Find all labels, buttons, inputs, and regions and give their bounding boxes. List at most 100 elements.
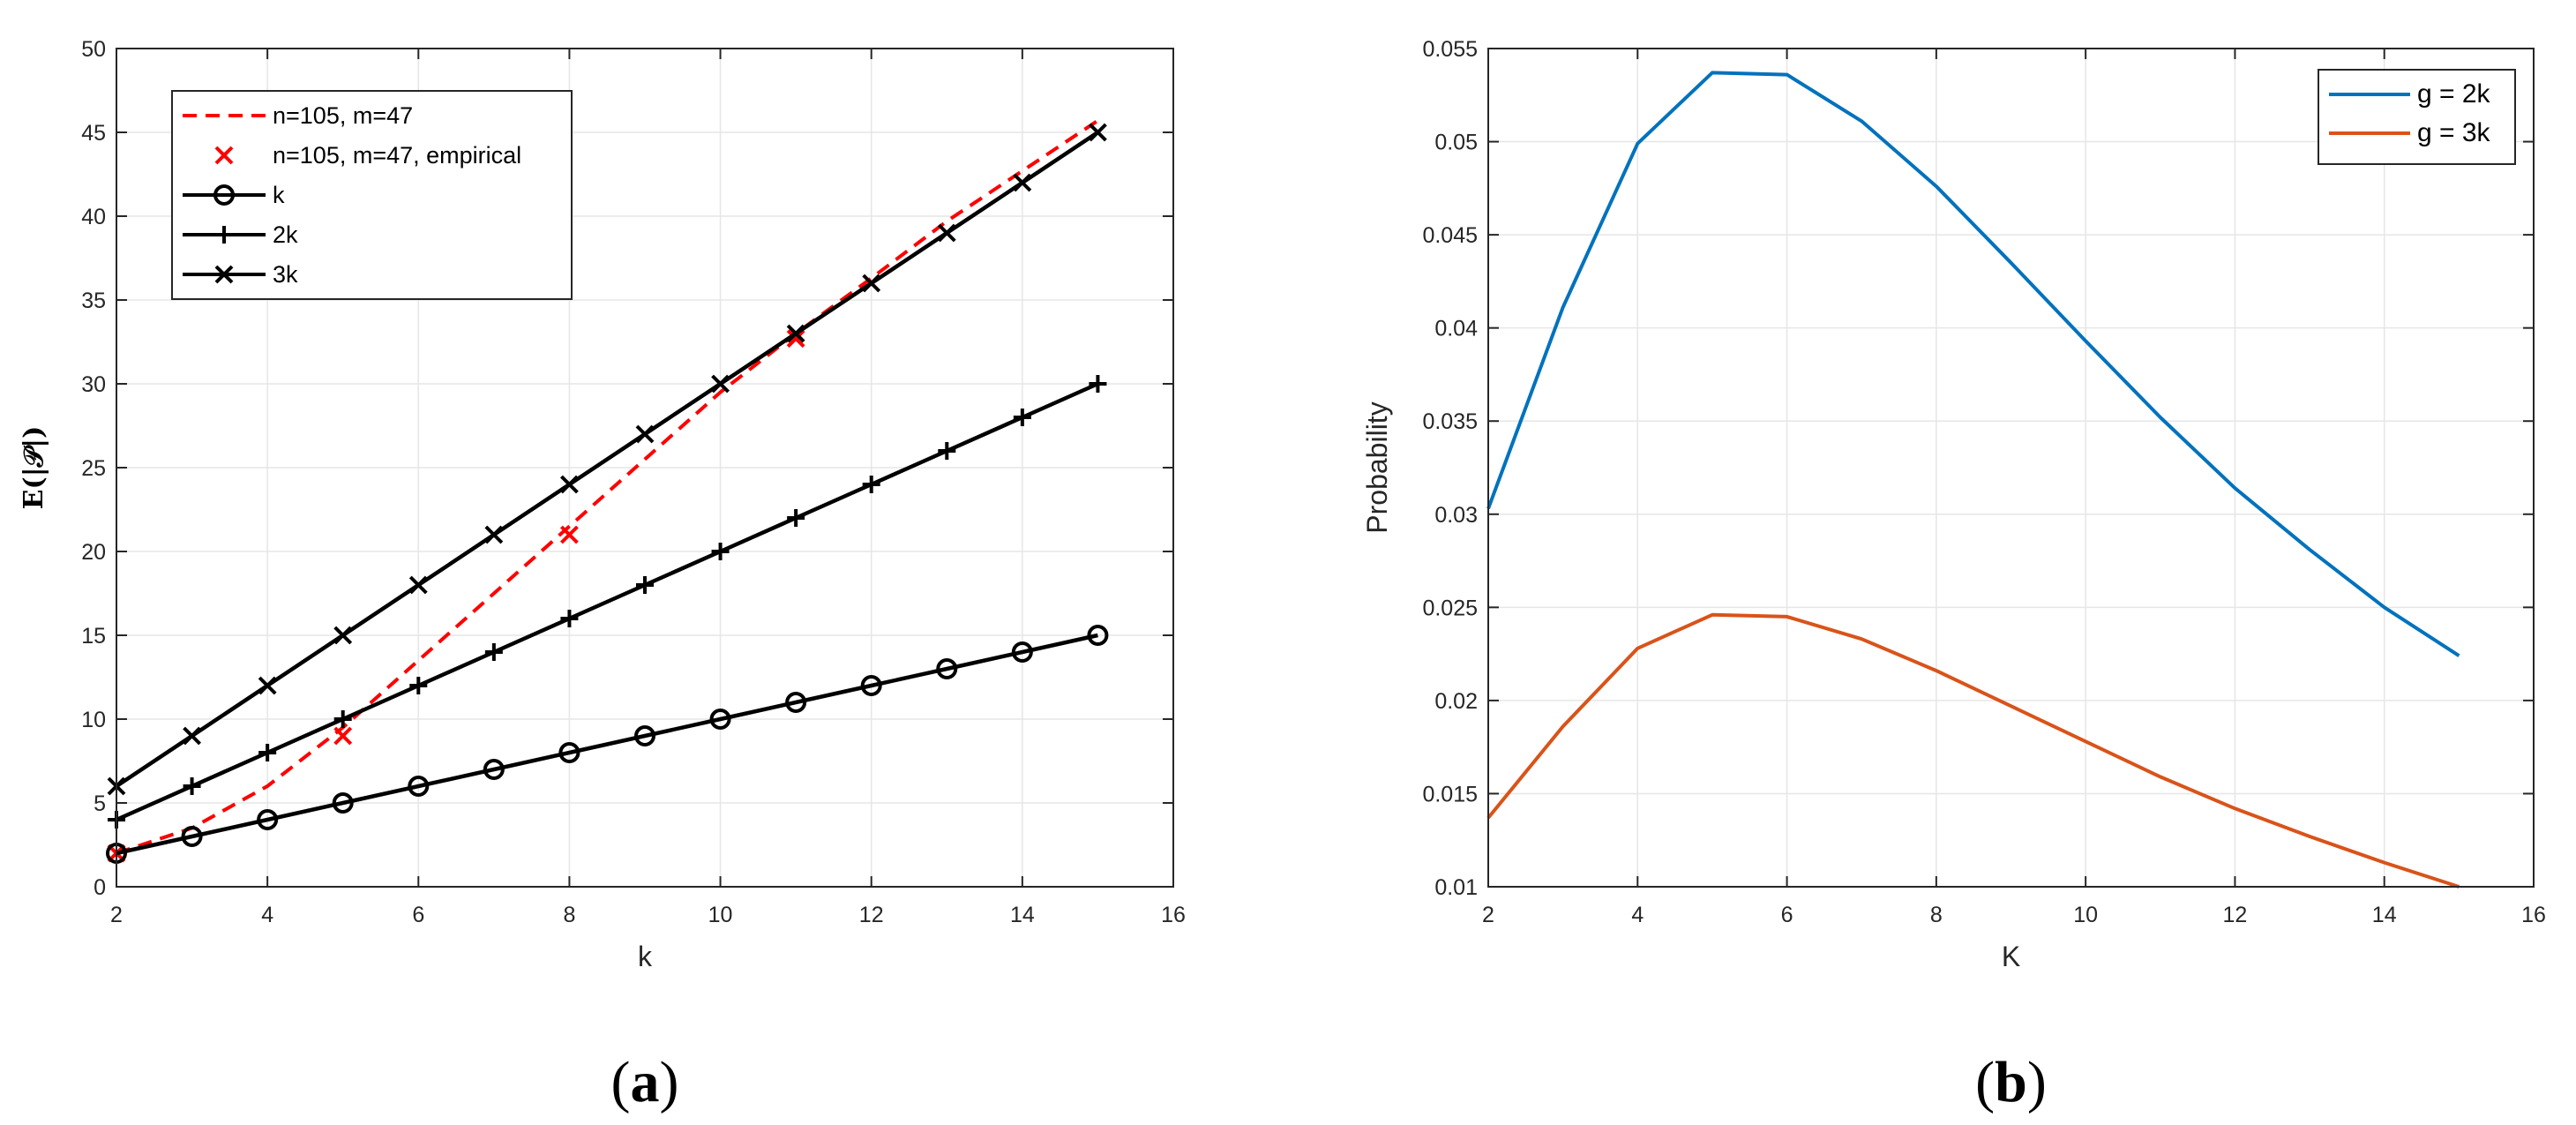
data-point bbox=[483, 759, 505, 780]
data-point bbox=[257, 809, 279, 830]
x-tick-label: 14 bbox=[1010, 903, 1035, 927]
data-point bbox=[937, 223, 956, 243]
y-tick-label: 0.015 bbox=[1422, 782, 1478, 806]
x-tick-label: 16 bbox=[1161, 903, 1186, 927]
cross-b bbox=[560, 525, 579, 544]
legend-label: n=105, m=47, empirical bbox=[273, 142, 521, 169]
data-point bbox=[560, 610, 579, 627]
data-point bbox=[484, 525, 504, 544]
y-axis: 0.01 0.015 0.02 0.025 0.03 0.035 0.04 0.045 0.05… bbox=[1422, 37, 2534, 900]
x-tick-label: 6 bbox=[412, 903, 424, 927]
x-tick-label: 8 bbox=[563, 903, 575, 927]
legend-marker bbox=[215, 226, 233, 244]
data-point bbox=[183, 777, 201, 795]
x-axis-label: k bbox=[638, 941, 653, 972]
data-point bbox=[408, 575, 428, 595]
data-point bbox=[787, 509, 805, 527]
y-tick-label: 0.035 bbox=[1422, 409, 1478, 434]
data-point bbox=[181, 826, 203, 847]
x-tick-label: 10 bbox=[2073, 903, 2098, 927]
data-point bbox=[258, 744, 277, 761]
data-point bbox=[183, 726, 201, 746]
y-tick-label: 0.05 bbox=[1434, 131, 1478, 155]
series-n-105-m-47 bbox=[116, 119, 1099, 855]
series-line bbox=[116, 633, 1098, 856]
legend-marker bbox=[214, 265, 234, 284]
x-tick-label: 12 bbox=[859, 903, 884, 927]
y-tick-label: 0.01 bbox=[1434, 875, 1478, 900]
cross-b bbox=[1089, 123, 1107, 142]
y-axis: 0 5 10 15 20 25 30 35 40 45 50 bbox=[81, 37, 1173, 900]
data-point bbox=[558, 742, 580, 763]
data-point bbox=[409, 677, 428, 694]
x-tick-label: 6 bbox=[1781, 903, 1793, 927]
cross-b bbox=[333, 726, 353, 746]
axes-box bbox=[1487, 48, 2535, 888]
data-point bbox=[1013, 173, 1032, 192]
y-tick-label: 5 bbox=[94, 791, 106, 816]
y-tick-label: 50 bbox=[81, 37, 106, 62]
legend-label: 3k bbox=[273, 261, 298, 288]
legend: g = 2k g = 3k bbox=[2318, 69, 2516, 165]
legend-label: n=105, m=47 bbox=[273, 102, 413, 129]
data-point bbox=[1013, 409, 1031, 426]
data-point bbox=[786, 324, 805, 343]
data-point bbox=[408, 776, 430, 797]
plot-area bbox=[1488, 49, 2534, 887]
y-tick-label: 0.02 bbox=[1434, 689, 1478, 714]
y-tick-label: 40 bbox=[81, 205, 106, 229]
panel-b: 2 4 6 8 10 12 14 160.010.0150.020.0250.030.0350… bbox=[1361, 37, 2546, 1114]
data-point bbox=[258, 676, 277, 695]
cross-b bbox=[484, 525, 504, 544]
series-3k bbox=[107, 123, 1107, 796]
y-tick-label: 30 bbox=[81, 372, 106, 397]
data-point bbox=[333, 626, 353, 645]
panel-caption: (b) bbox=[1975, 1050, 2047, 1114]
data-point bbox=[1011, 641, 1033, 663]
x-tick-label: 8 bbox=[1930, 903, 1943, 927]
data-point bbox=[634, 725, 655, 746]
cross-b bbox=[711, 374, 730, 394]
x-tick-label: 16 bbox=[2521, 903, 2546, 927]
y-axis-label: Probability bbox=[1361, 401, 1393, 533]
y-tick-label: 0.03 bbox=[1434, 503, 1478, 528]
cross-b bbox=[560, 475, 579, 494]
data-point bbox=[1089, 123, 1107, 142]
x-tick-label: 14 bbox=[2372, 903, 2397, 927]
series-line bbox=[1486, 71, 2460, 657]
x-axis: 2 4 6 8 10 12 14 16 bbox=[110, 49, 1186, 927]
data-point bbox=[332, 792, 354, 814]
legend-item: g = 3k bbox=[2329, 118, 2491, 147]
data-point bbox=[333, 710, 352, 728]
data-point bbox=[786, 329, 805, 349]
series-g-2k bbox=[1486, 71, 2460, 657]
x-axis-label: K bbox=[2002, 941, 2020, 972]
cross-b bbox=[1013, 173, 1032, 192]
series-2k bbox=[108, 375, 1107, 829]
series-line bbox=[116, 119, 1099, 855]
y-tick-label: 25 bbox=[81, 456, 106, 481]
x-tick-label: 2 bbox=[1482, 903, 1494, 927]
legend: n=105, m=47 n=105, m=47, empirical k 2k 3k bbox=[171, 90, 573, 300]
data-point bbox=[862, 476, 880, 493]
y-tick-label: 45 bbox=[81, 121, 106, 146]
cross-b bbox=[333, 626, 353, 645]
legend-label: 2k bbox=[273, 221, 298, 248]
data-point bbox=[936, 658, 958, 679]
x-tick-label: 10 bbox=[708, 903, 733, 927]
data-point bbox=[785, 692, 807, 713]
cross-b bbox=[183, 726, 201, 746]
panel-a: 2 4 6 8 10 12 14 16 0 5 10 15 20 25 30 35 40 45 50 k E(|𝒫|) n… bbox=[19, 37, 1186, 1114]
x-tick-label: 4 bbox=[261, 903, 273, 927]
data-point bbox=[1089, 375, 1107, 393]
legend-box bbox=[2318, 69, 2516, 165]
data-point bbox=[711, 374, 730, 394]
cross-b bbox=[258, 676, 277, 695]
data-point bbox=[333, 726, 353, 746]
y-tick-label: 0 bbox=[94, 875, 106, 900]
x-tick-label: 12 bbox=[2223, 903, 2248, 927]
cross-b bbox=[786, 324, 805, 343]
data-point bbox=[484, 643, 503, 661]
legend-marker bbox=[213, 184, 235, 206]
